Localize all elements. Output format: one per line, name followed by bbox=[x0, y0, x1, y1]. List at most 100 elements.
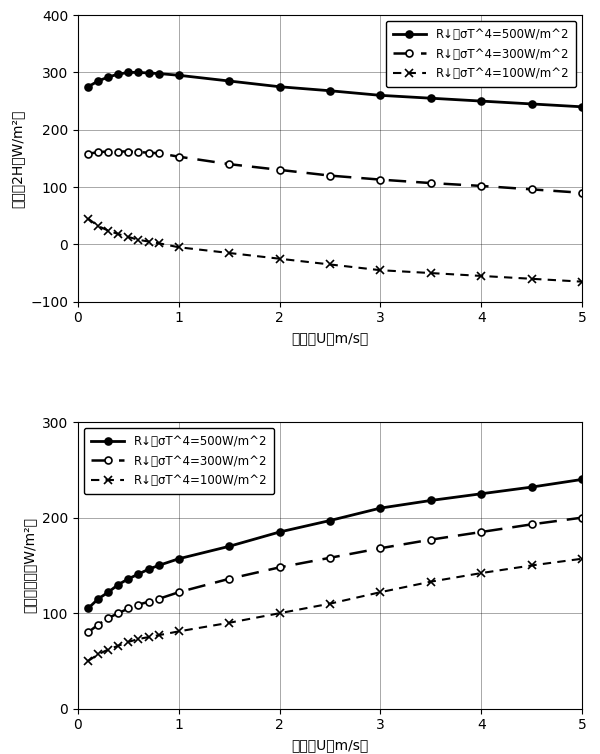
R↓－σT^4=100W/m^2 bbox=[135, 634, 142, 643]
R↓－σT^4=300W/m^2 bbox=[155, 149, 162, 158]
R↓－σT^4=500W/m^2 bbox=[528, 483, 535, 492]
R↓－σT^4=300W/m^2 bbox=[85, 628, 92, 637]
R↓－σT^4=300W/m^2 bbox=[155, 594, 162, 603]
R↓－σT^4=500W/m^2 bbox=[427, 93, 434, 103]
R↓－σT^4=300W/m^2 bbox=[478, 182, 485, 191]
R↓－σT^4=500W/m^2 bbox=[578, 103, 586, 112]
R↓－σT^4=500W/m^2 bbox=[226, 76, 233, 85]
R↓－σT^4=100W/m^2 bbox=[478, 271, 485, 280]
R↓－σT^4=300W/m^2 bbox=[145, 148, 152, 157]
R↓－σT^4=100W/m^2 bbox=[85, 214, 92, 223]
R↓－σT^4=100W/m^2 bbox=[528, 274, 535, 284]
R↓－σT^4=500W/m^2 bbox=[175, 554, 182, 563]
Y-axis label: 顬熱　2H（W/m²）: 顬熱 2H（W/m²） bbox=[11, 109, 25, 207]
R↓－σT^4=500W/m^2 bbox=[276, 82, 283, 91]
R↓－σT^4=500W/m^2 bbox=[145, 565, 152, 574]
R↓－σT^4=500W/m^2 bbox=[155, 561, 162, 570]
R↓－σT^4=100W/m^2 bbox=[427, 577, 434, 586]
R↓－σT^4=500W/m^2 bbox=[226, 542, 233, 551]
R↓－σT^4=300W/m^2 bbox=[145, 597, 152, 606]
R↓－σT^4=100W/m^2 bbox=[578, 554, 586, 563]
R↓－σT^4=500W/m^2 bbox=[95, 594, 102, 603]
R↓－σT^4=300W/m^2 bbox=[175, 587, 182, 596]
R↓－σT^4=300W/m^2 bbox=[226, 575, 233, 584]
R↓－σT^4=100W/m^2 bbox=[155, 630, 162, 639]
R↓－σT^4=300W/m^2 bbox=[578, 513, 586, 523]
R↓－σT^4=300W/m^2 bbox=[115, 608, 122, 618]
R↓－σT^4=500W/m^2 bbox=[175, 71, 182, 80]
R↓－σT^4=500W/m^2 bbox=[125, 68, 132, 77]
Line: R↓－σT^4=300W/m^2: R↓－σT^4=300W/m^2 bbox=[85, 148, 586, 196]
R↓－σT^4=100W/m^2 bbox=[578, 277, 586, 287]
R↓－σT^4=100W/m^2 bbox=[115, 641, 122, 650]
R↓－σT^4=100W/m^2 bbox=[95, 650, 102, 659]
R↓－σT^4=500W/m^2 bbox=[326, 516, 334, 525]
R↓－σT^4=100W/m^2 bbox=[95, 222, 102, 231]
R↓－σT^4=300W/m^2 bbox=[528, 520, 535, 529]
R↓－σT^4=100W/m^2 bbox=[478, 569, 485, 578]
R↓－σT^4=500W/m^2 bbox=[326, 86, 334, 95]
R↓－σT^4=500W/m^2 bbox=[85, 82, 92, 91]
R↓－σT^4=500W/m^2 bbox=[478, 97, 485, 106]
R↓－σT^4=100W/m^2 bbox=[125, 637, 132, 646]
R↓－σT^4=500W/m^2 bbox=[276, 528, 283, 537]
R↓－σT^4=500W/m^2 bbox=[528, 100, 535, 109]
R↓－σT^4=500W/m^2 bbox=[115, 69, 122, 78]
R↓－σT^4=100W/m^2 bbox=[226, 249, 233, 258]
R↓－σT^4=300W/m^2 bbox=[125, 604, 132, 613]
R↓－σT^4=100W/m^2 bbox=[276, 608, 283, 618]
R↓－σT^4=100W/m^2 bbox=[326, 599, 334, 608]
R↓－σT^4=300W/m^2 bbox=[135, 600, 142, 609]
X-axis label: 風速　U（m/s）: 風速 U（m/s） bbox=[292, 331, 368, 345]
R↓－σT^4=100W/m^2 bbox=[145, 237, 152, 246]
R↓－σT^4=300W/m^2 bbox=[125, 147, 132, 156]
Line: R↓－σT^4=100W/m^2: R↓－σT^4=100W/m^2 bbox=[84, 555, 586, 665]
X-axis label: 風速　U（m/s）: 風速 U（m/s） bbox=[292, 738, 368, 752]
R↓－σT^4=500W/m^2 bbox=[578, 475, 586, 484]
Line: R↓－σT^4=500W/m^2: R↓－σT^4=500W/m^2 bbox=[85, 69, 586, 110]
R↓－σT^4=300W/m^2 bbox=[226, 160, 233, 169]
R↓－σT^4=300W/m^2 bbox=[427, 179, 434, 188]
R↓－σT^4=300W/m^2 bbox=[104, 614, 112, 623]
R↓－σT^4=100W/m^2 bbox=[155, 239, 162, 248]
R↓－σT^4=100W/m^2 bbox=[326, 260, 334, 269]
R↓－σT^4=500W/m^2 bbox=[145, 69, 152, 78]
Line: R↓－σT^4=100W/m^2: R↓－σT^4=100W/m^2 bbox=[84, 214, 586, 286]
R↓－σT^4=500W/m^2 bbox=[427, 496, 434, 505]
Y-axis label: 蔣散の潜熱（W/m²）: 蔣散の潜熱（W/m²） bbox=[22, 517, 37, 614]
R↓－σT^4=100W/m^2 bbox=[135, 235, 142, 244]
R↓－σT^4=500W/m^2 bbox=[115, 580, 122, 589]
R↓－σT^4=500W/m^2 bbox=[85, 604, 92, 613]
R↓－σT^4=500W/m^2 bbox=[135, 68, 142, 77]
R↓－σT^4=300W/m^2 bbox=[377, 175, 384, 184]
R↓－σT^4=300W/m^2 bbox=[276, 165, 283, 174]
R↓－σT^4=500W/m^2 bbox=[155, 69, 162, 78]
R↓－σT^4=300W/m^2 bbox=[85, 149, 92, 158]
Legend: R↓－σT^4=500W/m^2, R↓－σT^4=300W/m^2, R↓－σT^4=100W/m^2: R↓－σT^4=500W/m^2, R↓－σT^4=300W/m^2, R↓－σ… bbox=[386, 21, 576, 87]
R↓－σT^4=300W/m^2 bbox=[276, 562, 283, 572]
R↓－σT^4=500W/m^2 bbox=[95, 76, 102, 85]
Legend: R↓－σT^4=500W/m^2, R↓－σT^4=300W/m^2, R↓－σT^4=100W/m^2: R↓－σT^4=500W/m^2, R↓－σT^4=300W/m^2, R↓－σ… bbox=[84, 428, 274, 494]
R↓－σT^4=100W/m^2 bbox=[377, 265, 384, 274]
R↓－σT^4=100W/m^2 bbox=[276, 254, 283, 263]
R↓－σT^4=100W/m^2 bbox=[125, 232, 132, 241]
R↓－σT^4=100W/m^2 bbox=[104, 645, 112, 654]
R↓－σT^4=100W/m^2 bbox=[377, 587, 384, 596]
R↓－σT^4=500W/m^2 bbox=[377, 90, 384, 100]
R↓－σT^4=300W/m^2 bbox=[478, 528, 485, 537]
R↓－σT^4=300W/m^2 bbox=[326, 553, 334, 562]
R↓－σT^4=100W/m^2 bbox=[145, 633, 152, 642]
R↓－σT^4=100W/m^2 bbox=[85, 657, 92, 666]
R↓－σT^4=300W/m^2 bbox=[326, 171, 334, 180]
R↓－σT^4=100W/m^2 bbox=[104, 226, 112, 235]
Line: R↓－σT^4=500W/m^2: R↓－σT^4=500W/m^2 bbox=[85, 476, 586, 612]
R↓－σT^4=300W/m^2 bbox=[175, 152, 182, 161]
R↓－σT^4=300W/m^2 bbox=[578, 188, 586, 198]
R↓－σT^4=300W/m^2 bbox=[377, 544, 384, 553]
R↓－σT^4=300W/m^2 bbox=[104, 147, 112, 156]
R↓－σT^4=300W/m^2 bbox=[95, 148, 102, 157]
R↓－σT^4=100W/m^2 bbox=[175, 627, 182, 636]
R↓－σT^4=100W/m^2 bbox=[427, 268, 434, 277]
R↓－σT^4=300W/m^2 bbox=[115, 147, 122, 156]
R↓－σT^4=500W/m^2 bbox=[125, 575, 132, 584]
